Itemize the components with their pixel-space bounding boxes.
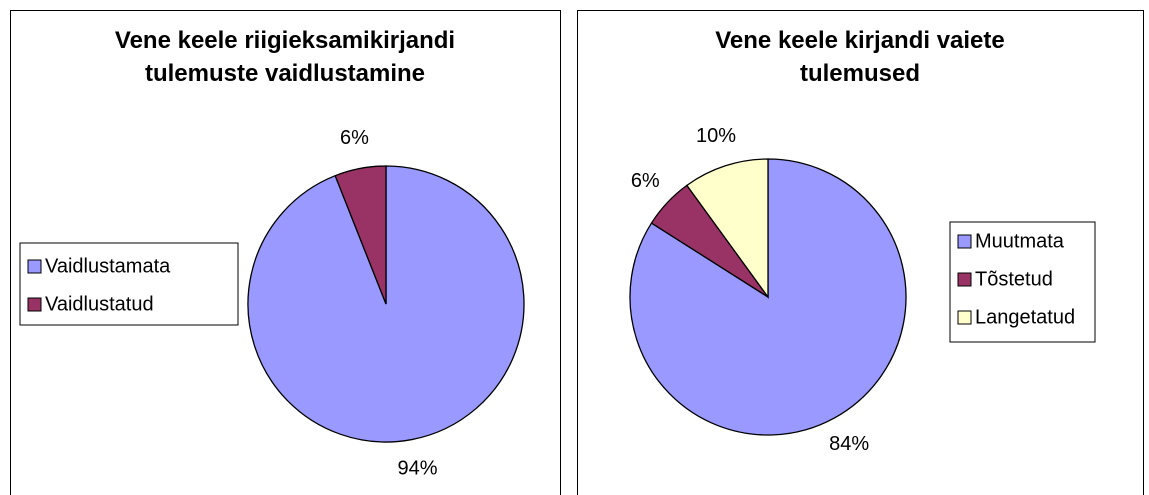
legend-box	[19, 242, 239, 326]
legend-label: Vaidlustamata	[45, 255, 171, 277]
legend-label: Vaidlustatud	[45, 293, 154, 315]
legend-swatch	[957, 272, 972, 287]
data-label: 6%	[340, 127, 369, 149]
pie-slice	[629, 158, 907, 436]
chart-title: Vene keele riigieksamikirjandi tulemuste…	[114, 27, 456, 87]
legend-label: Muutmata	[975, 230, 1065, 252]
data-label: 10%	[696, 125, 736, 147]
data-label: 84%	[829, 433, 869, 455]
chart-frame	[10, 10, 561, 495]
legend-label: Langetatud	[975, 306, 1075, 328]
legend-box	[949, 221, 1096, 343]
legend-swatch	[27, 259, 42, 274]
legend-swatch	[957, 310, 972, 325]
chart-title: Vene keele kirjandi vaiete tulemused	[715, 27, 1005, 87]
data-label: 6%	[631, 170, 660, 192]
legend-swatch	[27, 297, 42, 312]
legend-label: Tõstetud	[975, 268, 1053, 290]
legend-swatch	[957, 234, 972, 249]
pie-slice	[685, 158, 769, 300]
data-label: 94%	[398, 458, 438, 480]
pie-slice	[334, 165, 387, 305]
chart-frame	[577, 10, 1144, 495]
